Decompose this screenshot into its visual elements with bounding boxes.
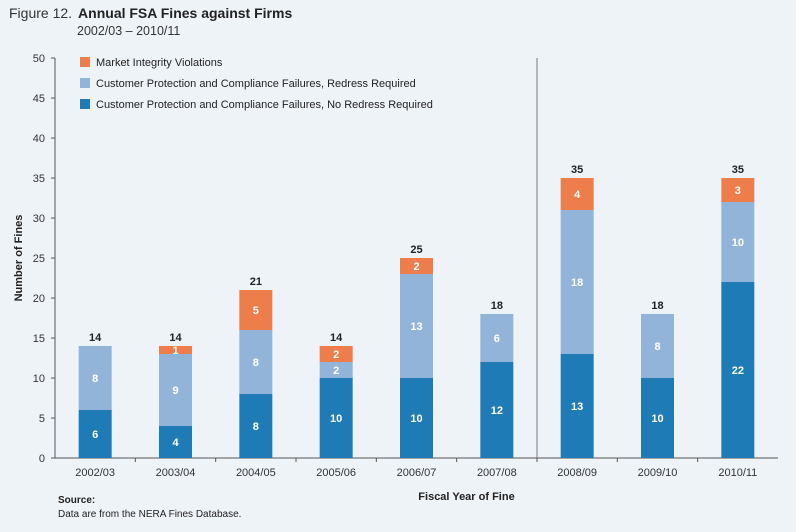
y-tick-label: 45 <box>33 93 45 105</box>
bar-value-label: 6 <box>92 429 98 441</box>
bar-segment <box>319 346 353 362</box>
bar-segment <box>159 346 192 354</box>
bar-value-label: 2 <box>413 261 419 273</box>
bar-value-label: 6 <box>494 333 500 345</box>
bar-value-label: 8 <box>92 373 98 385</box>
x-tick-label: 2003/04 <box>156 467 196 479</box>
bar-value-label: 4 <box>172 437 179 449</box>
bar-value-label: 8 <box>253 357 259 369</box>
x-tick-label: 2010/11 <box>718 467 757 479</box>
bar-segment <box>400 274 433 378</box>
bar-value-label: 18 <box>571 277 583 289</box>
legend-label: Customer Protection and Compliance Failu… <box>96 78 416 90</box>
source-note: Source: Data are from the NERA Fines Dat… <box>58 494 241 522</box>
source-label: Source: <box>58 495 96 506</box>
bar-segment <box>480 314 514 362</box>
bar-segment <box>560 178 594 210</box>
bar-value-label: 10 <box>330 413 342 425</box>
bar-segment <box>400 258 433 274</box>
bar-value-label: 9 <box>172 385 178 397</box>
bar-total-label: 35 <box>732 164 744 176</box>
bar-segment <box>78 410 112 458</box>
x-tick-label: 2005/06 <box>316 467 356 479</box>
y-tick-label: 40 <box>33 133 45 145</box>
bar-segment <box>239 330 273 394</box>
figure-heading: Figure 12. Annual FSA Fines against Firms <box>9 5 292 21</box>
bar-segment <box>159 426 192 458</box>
bar-segment <box>560 354 594 458</box>
legend-swatch <box>80 99 90 109</box>
bar-value-label: 3 <box>735 185 741 197</box>
y-axis-title: Number of Fines <box>13 215 25 302</box>
bar-total-label: 21 <box>250 276 262 288</box>
bar-segment <box>239 290 273 330</box>
bar-value-label: 4 <box>574 189 581 201</box>
legend-swatch <box>80 78 90 88</box>
bar-segment <box>721 202 755 282</box>
y-tick-label: 35 <box>33 173 45 185</box>
y-tick-label: 5 <box>39 413 45 425</box>
x-tick-label: 2006/07 <box>397 467 437 479</box>
bar-segment <box>721 282 755 458</box>
bar-value-label: 13 <box>410 321 422 333</box>
x-tick-label: 2008/09 <box>557 467 597 479</box>
y-tick-label: 50 <box>33 53 45 65</box>
bar-segment <box>239 394 273 458</box>
x-tick-label: 2007/08 <box>477 467 517 479</box>
x-tick-label: 2002/03 <box>75 467 115 479</box>
bar-total-label: 18 <box>491 300 503 312</box>
x-axis-title: Fiscal Year of Fine <box>418 491 514 503</box>
y-tick-label: 25 <box>33 253 45 265</box>
bar-segment <box>78 346 112 410</box>
y-tick-label: 30 <box>33 213 45 225</box>
bar-value-label: 1 <box>172 345 178 357</box>
bar-total-label: 14 <box>89 332 102 344</box>
bar-value-label: 10 <box>410 413 422 425</box>
bar-value-label: 2 <box>333 365 339 377</box>
bar-segment <box>721 178 755 202</box>
bar-total-label: 35 <box>571 164 583 176</box>
figure-subtitle: 2002/03 – 2010/11 <box>77 24 181 38</box>
figure-title: Annual FSA Fines against Firms <box>78 5 293 21</box>
figure-number: Figure 12. <box>9 5 73 21</box>
legend-label: Market Integrity Violations <box>96 57 223 69</box>
bar-total-label: 25 <box>410 244 422 256</box>
bar-segment <box>319 378 353 458</box>
x-tick-label: 2004/05 <box>236 467 276 479</box>
bar-segment <box>560 210 594 354</box>
bar-value-label: 12 <box>491 405 503 417</box>
bar-total-label: 14 <box>169 332 182 344</box>
y-tick-label: 15 <box>33 333 45 345</box>
source-text: Data are from the NERA Fines Database. <box>58 509 242 520</box>
bar-segment <box>480 362 514 458</box>
bar-segment <box>400 378 433 458</box>
bar-total-label: 14 <box>330 332 343 344</box>
y-tick-label: 20 <box>33 293 45 305</box>
bar-segment <box>641 314 674 378</box>
legend-swatch <box>80 57 90 67</box>
bar-total-label: 18 <box>651 300 663 312</box>
bar-value-label: 10 <box>651 413 663 425</box>
bar-value-label: 2 <box>333 349 339 361</box>
legend-label: Customer Protection and Compliance Failu… <box>96 99 433 111</box>
bar-segment <box>641 378 674 458</box>
bar-value-label: 8 <box>253 421 259 433</box>
bar-value-label: 13 <box>571 401 583 413</box>
bar-value-label: 5 <box>253 305 259 317</box>
bar-segment <box>159 354 192 426</box>
y-tick-label: 10 <box>33 373 45 385</box>
bar-value-label: 10 <box>732 237 744 249</box>
x-tick-label: 2009/10 <box>638 467 678 479</box>
bar-segment <box>319 362 353 378</box>
bar-value-label: 22 <box>732 365 744 377</box>
y-tick-label: 0 <box>39 453 45 465</box>
bar-value-label: 8 <box>654 341 660 353</box>
